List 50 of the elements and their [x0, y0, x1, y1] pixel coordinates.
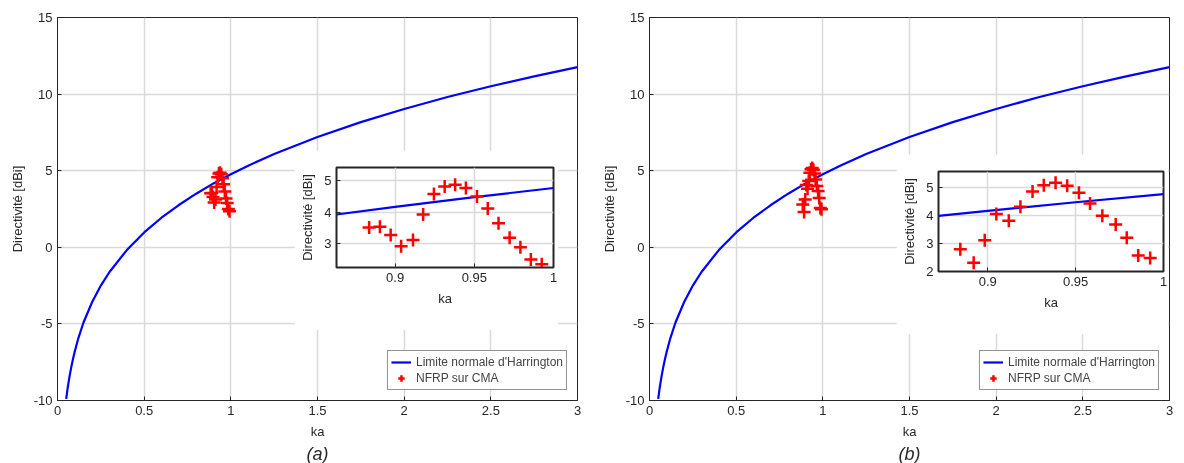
- y-tick-label: -5: [40, 316, 53, 332]
- y-tick-label: 5: [926, 180, 934, 196]
- y-tick-label: 5: [324, 173, 332, 189]
- x-tick-label: 0.95: [461, 269, 487, 285]
- legend-label: NFRP sur CMA: [415, 370, 499, 386]
- y-tick-label: 3: [324, 236, 332, 252]
- x-axis-title: ka: [1044, 294, 1059, 310]
- y-axis-title: Directivité [dBi]: [902, 178, 918, 265]
- y-tick-label: 5: [637, 163, 645, 179]
- x-tick-label: 2: [400, 402, 408, 418]
- y-tick-label: 4: [324, 204, 332, 220]
- x-axis-title: ka: [438, 290, 453, 306]
- legend-label: Limite normale d'Harrington: [1007, 354, 1155, 370]
- y-tick-label: 10: [630, 86, 645, 102]
- x-tick-label: 1.5: [308, 402, 327, 418]
- x-tick-label: 1.5: [900, 402, 919, 418]
- y-tick-label: 4: [926, 208, 934, 224]
- y-tick-label: 10: [38, 86, 53, 102]
- y-axis-title: Directivité [dBi]: [9, 165, 25, 253]
- x-tick-label: 0.5: [727, 402, 746, 418]
- x-tick-label: 0.95: [1062, 273, 1089, 289]
- y-axis-title: Directivité [dBi]: [300, 174, 316, 261]
- x-tick-label: 0.5: [135, 402, 154, 418]
- x-tick-label: 2.5: [481, 402, 500, 418]
- legend-label: NFRP sur CMA: [1007, 370, 1091, 386]
- x-tick-label: 3: [1165, 402, 1174, 418]
- y-tick-label: 0: [637, 239, 645, 255]
- x-tick-label: 1: [227, 402, 235, 418]
- legend-label: Limite normale d'Harrington: [415, 354, 563, 370]
- y-tick-label: 0: [45, 239, 53, 255]
- y-tick-label: 5: [45, 163, 53, 179]
- y-axis-title: Directivité [dBi]: [601, 165, 617, 253]
- x-tick-label: 2: [992, 402, 1000, 418]
- y-tick-label: -10: [625, 393, 645, 408]
- y-tick-label: -10: [33, 393, 53, 408]
- x-tick-label: 0.9: [978, 273, 997, 289]
- x-tick-label: 0.9: [386, 269, 405, 285]
- y-tick-label: 15: [630, 10, 645, 25]
- x-tick-label: 2.5: [1073, 402, 1092, 418]
- y-tick-label: 15: [38, 10, 53, 25]
- text: (b): [898, 443, 921, 463]
- text: (a): [306, 443, 329, 463]
- x-axis-title: ka: [902, 423, 918, 439]
- x-tick-label: 1: [819, 402, 827, 418]
- x-axis-title: ka: [310, 423, 326, 439]
- y-tick-label: -5: [632, 316, 645, 332]
- x-tick-label: 1: [549, 269, 558, 285]
- y-tick-label: 3: [926, 236, 934, 252]
- x-tick-label: 3: [573, 402, 582, 418]
- x-tick-label: 1: [1159, 273, 1168, 289]
